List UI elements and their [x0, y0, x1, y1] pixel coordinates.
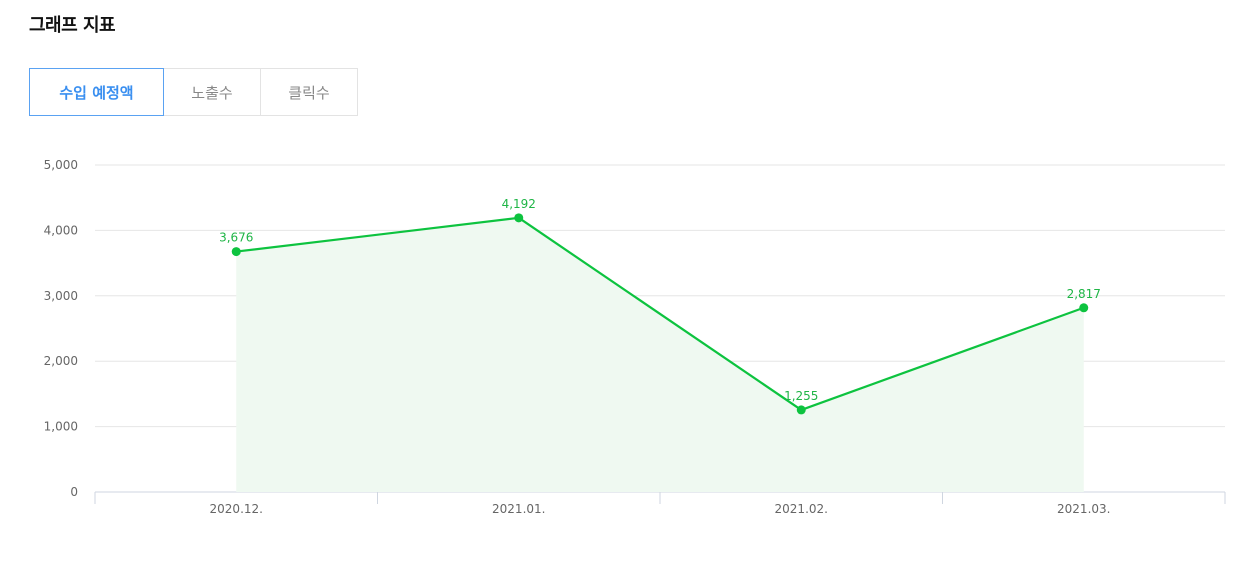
data-point[interactable]: [514, 213, 524, 223]
x-axis: 2020.12. 2021.01. 2021.02. 2021.03.: [94, 491, 1226, 516]
data-point[interactable]: [796, 405, 806, 415]
area-fill-shape: [236, 217, 1084, 492]
data-label: 4,192: [502, 197, 536, 211]
x-tick-label: 2021.03.: [1057, 502, 1110, 516]
data-label: 3,676: [219, 231, 253, 245]
metric-tabs: 수입 예정액 노출수 클릭수: [29, 68, 358, 116]
y-tick-label: 4,000: [44, 223, 78, 237]
data-point[interactable]: [1079, 303, 1089, 313]
x-tick-label: 2020.12.: [210, 502, 263, 516]
y-tick-label: 1,000: [44, 420, 78, 434]
y-tick-label: 2,000: [44, 354, 78, 368]
page-title: 그래프 지표: [29, 15, 116, 36]
y-tick-label: 3,000: [44, 289, 78, 303]
y-axis: 0 1,000 2,000 3,000 4,000 5,000: [44, 158, 78, 499]
series-line: [236, 216, 1085, 412]
data-point[interactable]: [231, 247, 241, 257]
area-fill: [236, 217, 1084, 492]
x-tick-label: 2021.01.: [492, 502, 545, 516]
tab-clicks[interactable]: 클릭수: [260, 68, 358, 116]
series-line-path: [236, 216, 1085, 412]
y-tick-label: 0: [70, 485, 78, 499]
y-tick-label: 5,000: [44, 158, 78, 172]
data-label: 2,817: [1067, 287, 1101, 301]
tab-expected-revenue[interactable]: 수입 예정액: [29, 68, 164, 116]
data-label: 1,255: [784, 389, 818, 403]
data-points: [231, 213, 1089, 415]
data-labels: 3,676 4,192 1,255 2,817: [219, 197, 1101, 403]
x-tick-label: 2021.02.: [775, 502, 828, 516]
